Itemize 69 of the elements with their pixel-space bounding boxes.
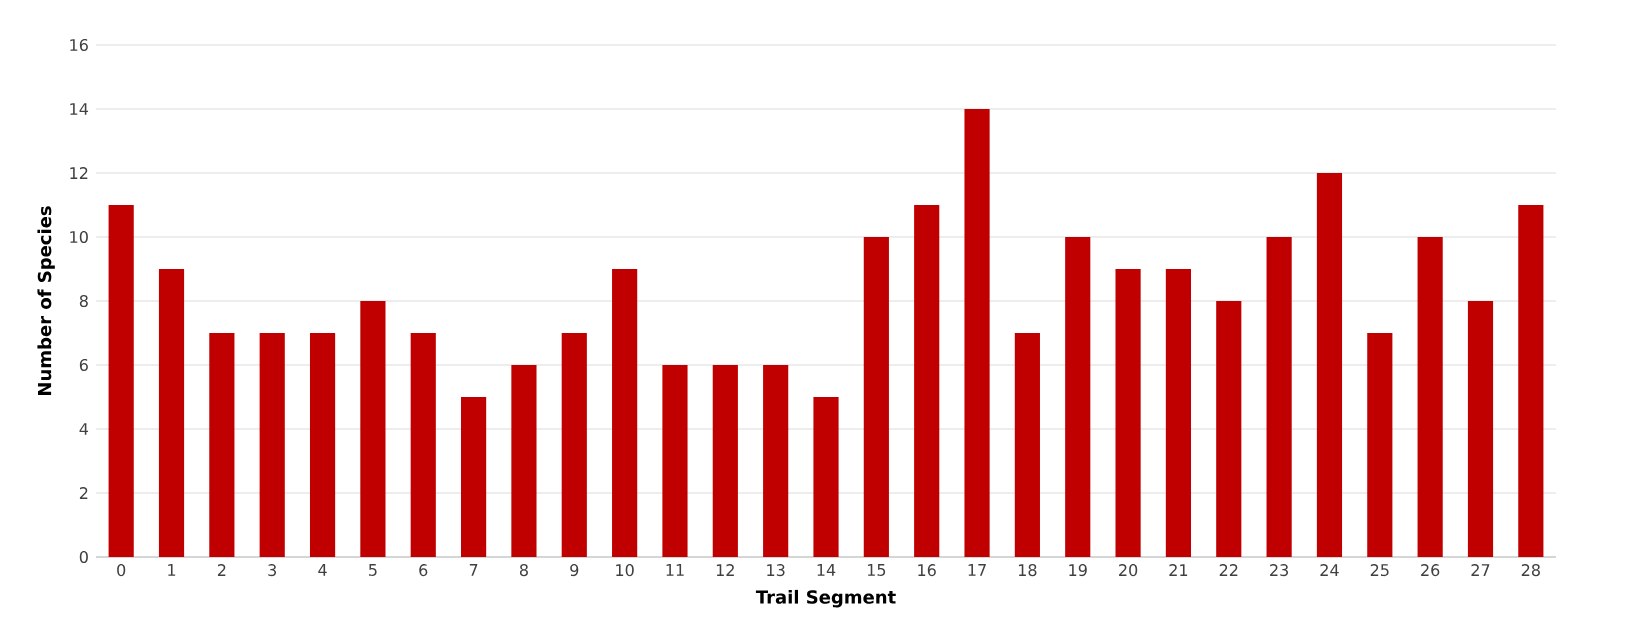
bar <box>763 365 789 557</box>
x-tick-label: 18 <box>1018 564 1037 577</box>
y-axis-title: Number of Species <box>37 206 55 395</box>
x-tick-label: 20 <box>1119 564 1138 577</box>
bar <box>461 397 487 557</box>
x-axis-title: Trail Segment <box>755 589 896 608</box>
bar <box>410 332 436 557</box>
bar <box>813 397 839 557</box>
bar <box>259 332 285 557</box>
bar <box>1065 236 1091 557</box>
x-tick-label: 1 <box>168 564 176 576</box>
x-tick-label: 4 <box>318 564 327 576</box>
x-tick-label: 22 <box>1219 564 1238 576</box>
y-tick-label: 16 <box>70 38 88 52</box>
y-tick-label: 10 <box>70 230 88 244</box>
bar <box>209 332 235 557</box>
bar <box>1316 173 1343 557</box>
bar <box>108 205 134 557</box>
x-tick-label: 3 <box>268 564 277 577</box>
bar <box>1115 269 1141 557</box>
x-tick-label: 14 <box>817 564 836 576</box>
x-tick-label: 23 <box>1270 564 1289 577</box>
bar <box>561 332 587 557</box>
bar <box>309 332 336 557</box>
x-tick-label: 17 <box>968 564 986 576</box>
x-tick-label: 11 <box>666 564 684 576</box>
x-tick-label: 24 <box>1320 564 1339 576</box>
x-tick-label: 16 <box>918 564 936 577</box>
bar <box>1014 332 1040 557</box>
x-tick-label: 2 <box>217 564 226 576</box>
x-tick-label: 12 <box>716 564 734 576</box>
bar <box>1367 332 1393 557</box>
x-tick-label: 28 <box>1521 564 1540 577</box>
bar <box>1216 301 1242 557</box>
y-tick-label: 12 <box>70 167 88 179</box>
bar <box>1266 236 1292 557</box>
bar <box>1165 269 1192 557</box>
bar <box>914 205 940 557</box>
bar <box>511 365 537 557</box>
x-tick-label: 19 <box>1069 564 1087 577</box>
y-tick-label: 6 <box>79 358 88 372</box>
x-tick-label: 25 <box>1370 564 1389 577</box>
x-tick-label: 10 <box>616 564 634 577</box>
x-tick-label: 6 <box>419 564 428 577</box>
y-tick-label: 0 <box>79 550 88 564</box>
x-tick-label: 7 <box>469 564 478 576</box>
x-tick-label: 15 <box>867 564 886 576</box>
x-tick-label: 9 <box>570 564 579 577</box>
y-tick-label: 8 <box>79 294 88 308</box>
x-tick-label: 0 <box>117 564 126 577</box>
bar <box>863 236 889 557</box>
y-tick-label: 14 <box>70 103 89 115</box>
bar <box>712 365 738 557</box>
x-tick-label: 21 <box>1169 564 1188 576</box>
x-tick-label: 13 <box>767 564 785 577</box>
bar <box>662 365 688 557</box>
bar <box>1467 301 1494 557</box>
bar <box>964 108 990 557</box>
bar <box>360 301 386 557</box>
bar <box>1417 236 1443 557</box>
x-tick-label: 8 <box>519 564 528 577</box>
x-tick-label: 5 <box>369 564 377 576</box>
bar <box>612 269 638 557</box>
y-tick-label: 2 <box>79 487 88 499</box>
x-tick-label: 26 <box>1421 564 1440 577</box>
x-tick-label: 27 <box>1471 564 1490 576</box>
y-tick-label: 4 <box>79 423 89 435</box>
bar <box>158 269 185 557</box>
bar <box>1518 205 1544 557</box>
